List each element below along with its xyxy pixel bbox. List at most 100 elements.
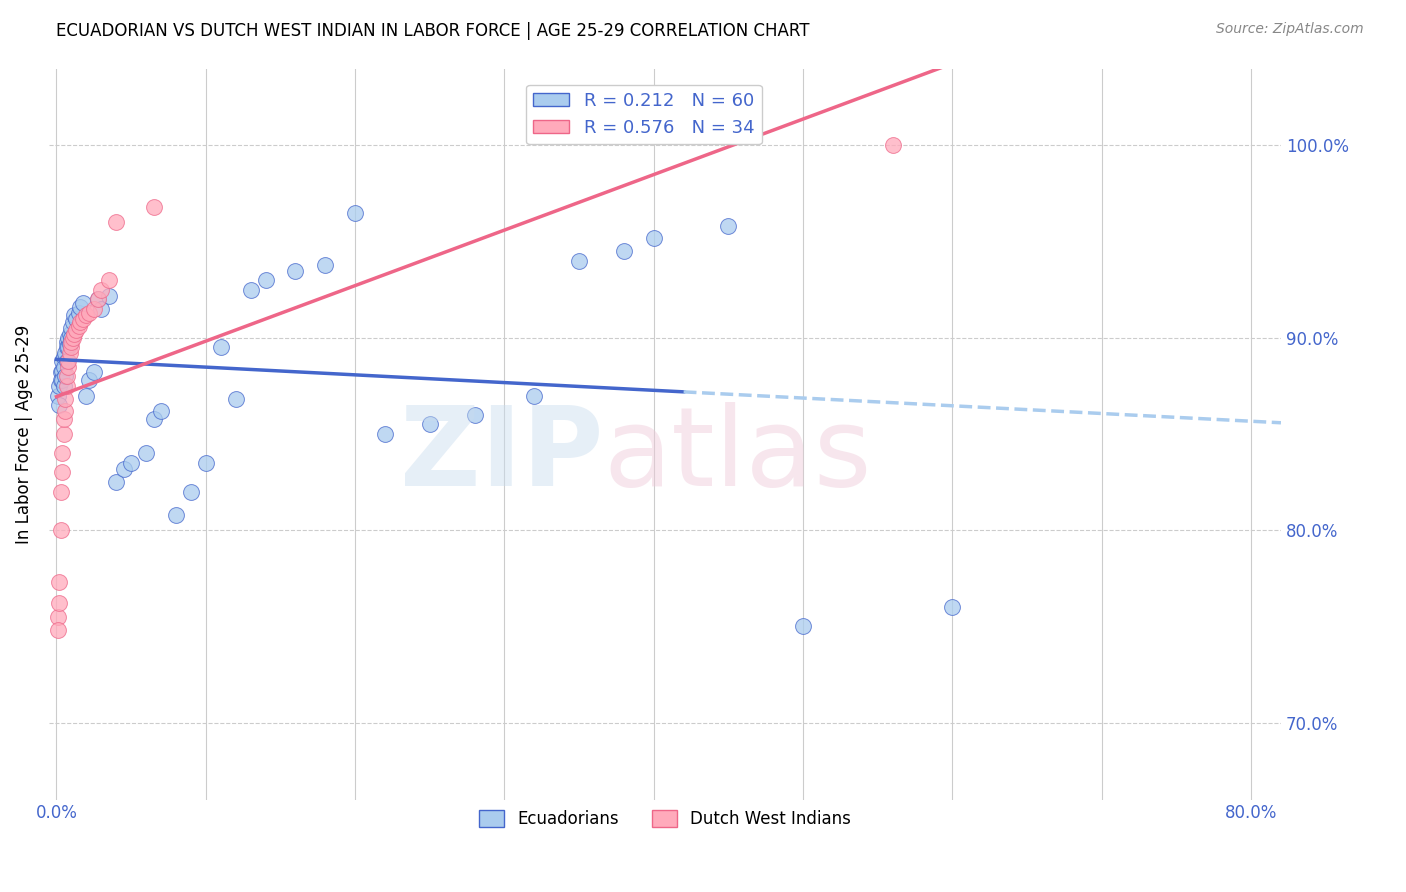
Point [48, 575, 70, 590]
Point [239, 283, 262, 297]
Point [48, 379, 70, 393]
Text: atlas: atlas [603, 402, 872, 509]
Point [67, 306, 90, 320]
Point [314, 258, 336, 272]
Point [209, 341, 232, 355]
Point [60, 334, 83, 349]
Text: ECUADORIAN VS DUTCH WEST INDIAN IN LABOR FORCE | AGE 25-29 CORRELATION CHART: ECUADORIAN VS DUTCH WEST INDIAN IN LABOR… [56, 22, 810, 40]
Point [65, 323, 87, 337]
Point [67, 319, 90, 334]
Point [58, 331, 80, 345]
Point [72, 296, 94, 310]
Text: ZIP: ZIP [399, 402, 603, 509]
Point [52, 411, 75, 425]
Legend: Ecuadorians, Dutch West Indians: Ecuadorians, Dutch West Indians [472, 804, 858, 835]
Point [69, 300, 91, 314]
Point [48, 398, 70, 412]
Point [52, 427, 75, 442]
Point [142, 411, 165, 425]
Point [63, 326, 86, 341]
Point [79, 373, 101, 387]
Point [568, 253, 591, 268]
Point [59, 326, 82, 341]
Point [882, 138, 904, 153]
Point [56, 369, 79, 384]
Point [62, 331, 84, 345]
Point [60, 341, 83, 355]
Point [56, 379, 79, 393]
Point [419, 417, 441, 432]
Point [72, 311, 94, 326]
Point [523, 388, 546, 402]
Point [49, 523, 72, 537]
Point [46, 388, 69, 402]
Point [48, 596, 70, 610]
Point [52, 379, 75, 393]
Point [58, 354, 80, 368]
Point [63, 308, 86, 322]
Point [105, 475, 128, 489]
Point [941, 600, 963, 615]
Point [46, 609, 69, 624]
Point [87, 293, 110, 307]
Point [344, 206, 367, 220]
Point [46, 624, 69, 638]
Point [792, 619, 814, 633]
Point [254, 273, 277, 287]
Point [58, 341, 80, 355]
Point [52, 359, 75, 374]
Point [120, 456, 142, 470]
Point [284, 263, 307, 277]
Point [165, 508, 187, 522]
Point [142, 200, 165, 214]
Point [60, 331, 83, 345]
Point [55, 346, 77, 360]
Point [58, 359, 80, 374]
Point [194, 456, 217, 470]
Point [51, 373, 73, 387]
Point [51, 466, 73, 480]
Point [69, 315, 91, 329]
Point [51, 446, 73, 460]
Point [75, 388, 97, 402]
Point [55, 369, 77, 384]
Point [374, 427, 396, 442]
Point [49, 366, 72, 380]
Point [79, 306, 101, 320]
Point [55, 392, 77, 407]
Point [464, 408, 486, 422]
Point [87, 293, 110, 307]
Point [59, 346, 82, 360]
Point [97, 288, 120, 302]
Point [51, 363, 73, 377]
Point [149, 404, 172, 418]
Text: Source: ZipAtlas.com: Source: ZipAtlas.com [1216, 22, 1364, 37]
Point [49, 484, 72, 499]
Point [51, 354, 73, 368]
Point [62, 315, 84, 329]
Point [65, 311, 87, 326]
Point [97, 273, 120, 287]
Point [90, 283, 112, 297]
Point [135, 446, 157, 460]
Point [225, 392, 247, 407]
Point [60, 321, 83, 335]
Point [613, 244, 636, 259]
Point [105, 215, 128, 229]
Point [112, 461, 135, 475]
Point [49, 373, 72, 387]
Point [56, 341, 79, 355]
Point [180, 484, 202, 499]
Y-axis label: In Labor Force | Age 25-29: In Labor Force | Age 25-29 [15, 325, 32, 543]
Point [52, 350, 75, 364]
Point [56, 334, 79, 349]
Point [83, 301, 105, 316]
Point [56, 354, 79, 368]
Point [90, 301, 112, 316]
Point [643, 231, 665, 245]
Point [83, 366, 105, 380]
Point [717, 219, 740, 234]
Point [55, 404, 77, 418]
Point [75, 308, 97, 322]
Point [59, 336, 82, 351]
